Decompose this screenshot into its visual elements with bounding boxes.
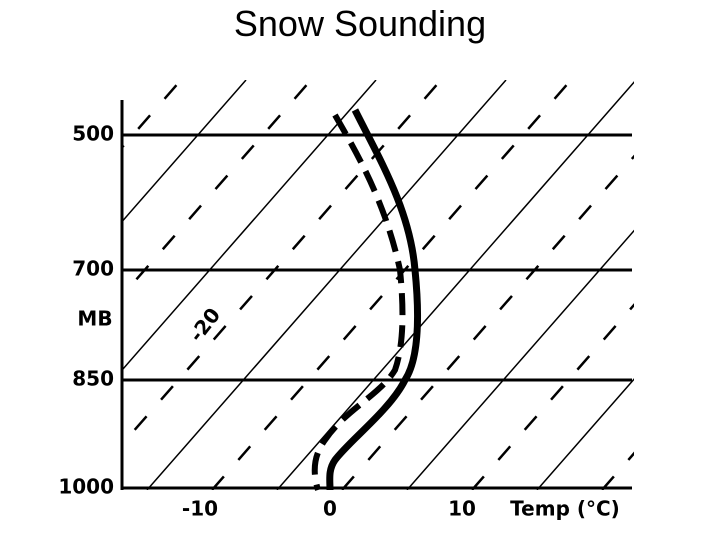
temperature-axis-label: Temp (°C) xyxy=(510,497,620,521)
mixing-ratio-line xyxy=(341,154,634,490)
isotherm xyxy=(667,80,720,490)
mixing-ratio-line xyxy=(122,80,312,298)
isotherm xyxy=(122,80,377,372)
mixing-ratio-line xyxy=(601,451,634,490)
isotherm xyxy=(276,81,634,490)
temperature-curve xyxy=(326,108,421,491)
pressure-label: 1000 xyxy=(58,475,114,499)
temperature-label: -10 xyxy=(182,497,218,521)
mixing-ratio-line xyxy=(211,80,572,490)
dewpoint-curve xyxy=(311,113,406,491)
title: Snow Sounding xyxy=(234,3,486,44)
pressure-label: 500 xyxy=(72,122,114,146)
isotherm xyxy=(406,229,634,490)
isotherms xyxy=(122,80,720,490)
pressure-label: 700 xyxy=(72,257,114,281)
temperature-label: 10 xyxy=(448,497,476,521)
pressure-unit: MB xyxy=(77,307,112,331)
pressure-label: 850 xyxy=(72,367,114,391)
mixing-ratio-line xyxy=(122,80,442,447)
isotherm xyxy=(122,80,247,223)
temperature-label: 0 xyxy=(323,497,337,521)
mixing-ratio-line xyxy=(471,303,634,490)
isotherm xyxy=(146,80,507,490)
label-backing xyxy=(179,297,231,353)
isotherm xyxy=(536,378,634,490)
